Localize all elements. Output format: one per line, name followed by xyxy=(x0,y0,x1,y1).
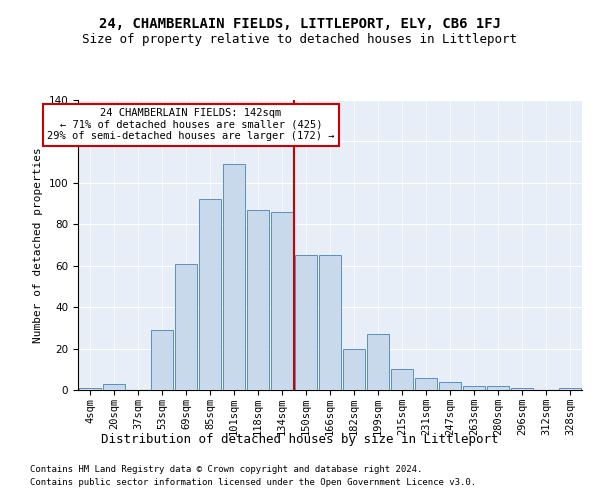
Bar xyxy=(319,256,341,390)
Bar xyxy=(559,388,581,390)
Text: Contains HM Land Registry data © Crown copyright and database right 2024.: Contains HM Land Registry data © Crown c… xyxy=(30,466,422,474)
Bar xyxy=(79,388,101,390)
Bar xyxy=(487,386,509,390)
Text: 24 CHAMBERLAIN FIELDS: 142sqm
← 71% of detached houses are smaller (425)
29% of : 24 CHAMBERLAIN FIELDS: 142sqm ← 71% of d… xyxy=(47,108,335,142)
Bar xyxy=(343,348,365,390)
Bar xyxy=(199,200,221,390)
Bar xyxy=(391,370,413,390)
Bar xyxy=(223,164,245,390)
Bar xyxy=(247,210,269,390)
Bar xyxy=(271,212,293,390)
Text: 24, CHAMBERLAIN FIELDS, LITTLEPORT, ELY, CB6 1FJ: 24, CHAMBERLAIN FIELDS, LITTLEPORT, ELY,… xyxy=(99,18,501,32)
Bar xyxy=(103,384,125,390)
Bar xyxy=(151,330,173,390)
Bar xyxy=(367,334,389,390)
Bar xyxy=(511,388,533,390)
Text: Contains public sector information licensed under the Open Government Licence v3: Contains public sector information licen… xyxy=(30,478,476,487)
Text: Size of property relative to detached houses in Littleport: Size of property relative to detached ho… xyxy=(83,32,517,46)
Bar xyxy=(175,264,197,390)
Bar xyxy=(415,378,437,390)
Y-axis label: Number of detached properties: Number of detached properties xyxy=(33,147,43,343)
Bar xyxy=(439,382,461,390)
Text: Distribution of detached houses by size in Littleport: Distribution of detached houses by size … xyxy=(101,432,499,446)
Bar xyxy=(463,386,485,390)
Bar xyxy=(295,256,317,390)
